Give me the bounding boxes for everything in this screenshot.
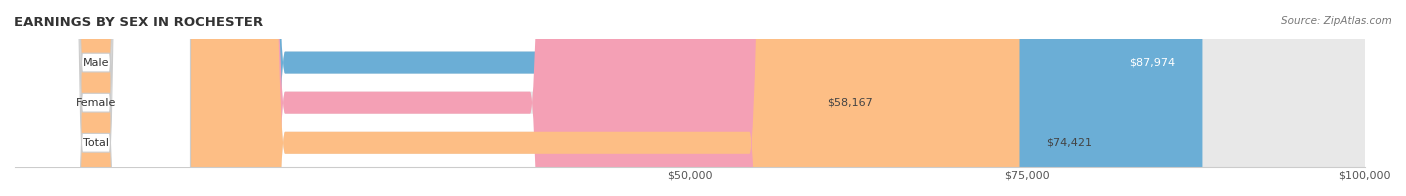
FancyBboxPatch shape [15, 0, 1365, 196]
Text: $58,167: $58,167 [827, 98, 873, 108]
FancyBboxPatch shape [15, 0, 800, 196]
Text: Source: ZipAtlas.com: Source: ZipAtlas.com [1281, 16, 1392, 26]
Text: Female: Female [76, 98, 117, 108]
Text: EARNINGS BY SEX IN ROCHESTER: EARNINGS BY SEX IN ROCHESTER [14, 16, 263, 29]
Text: $87,974: $87,974 [1129, 58, 1175, 68]
FancyBboxPatch shape [1, 0, 190, 196]
FancyBboxPatch shape [1, 0, 190, 196]
FancyBboxPatch shape [15, 0, 1019, 196]
FancyBboxPatch shape [1, 0, 190, 196]
Text: $74,421: $74,421 [1046, 138, 1092, 148]
FancyBboxPatch shape [15, 0, 1365, 196]
FancyBboxPatch shape [15, 0, 1365, 196]
FancyBboxPatch shape [15, 0, 1202, 196]
Text: Total: Total [83, 138, 110, 148]
Text: Male: Male [83, 58, 110, 68]
